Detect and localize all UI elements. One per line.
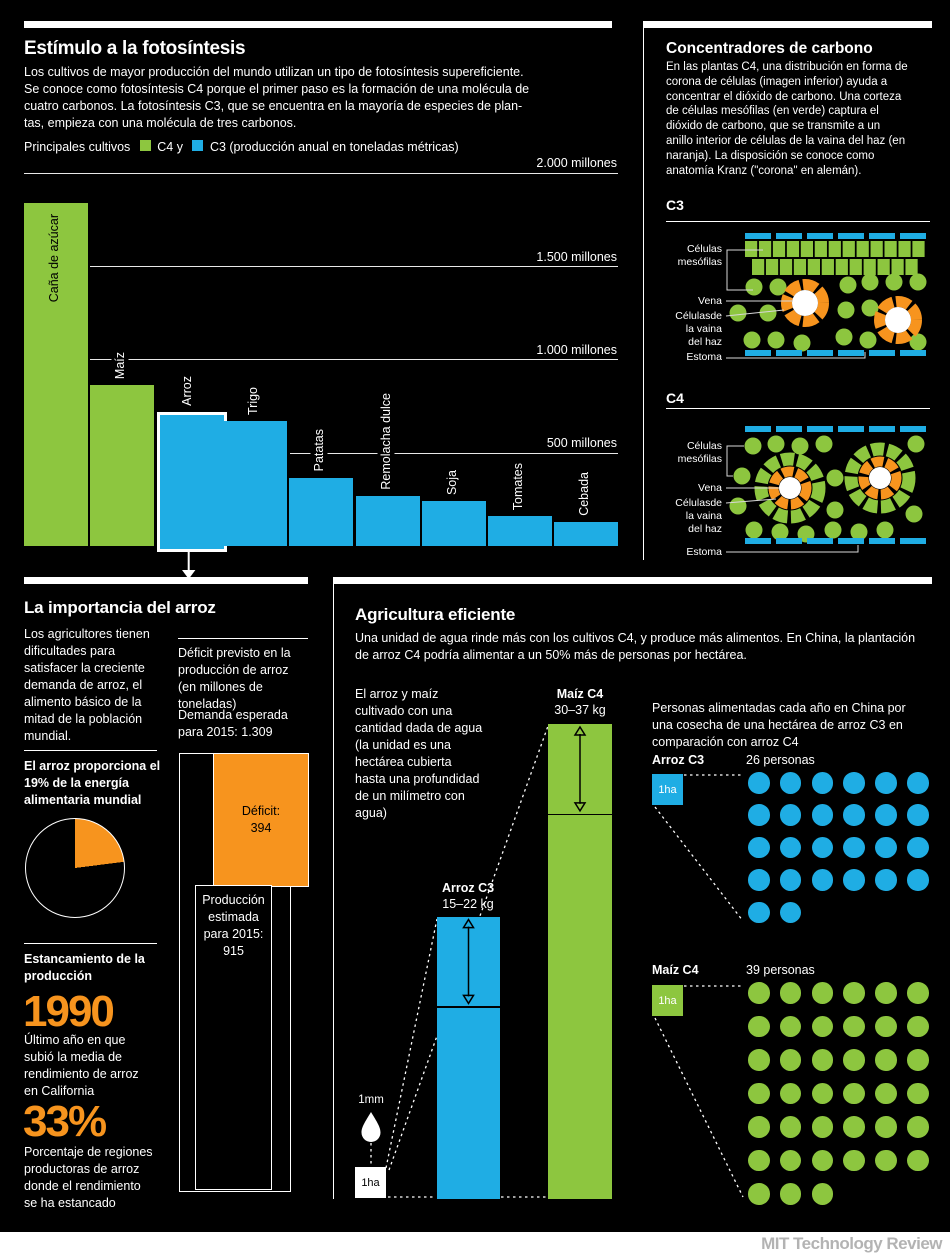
- panel4-top-bar: [333, 577, 932, 584]
- panel1-title: Estímulo a la fotosíntesis: [24, 38, 246, 59]
- panel1-top-bar: [24, 21, 612, 28]
- c4-label-mesophyll: Células mesófilas: [677, 440, 722, 465]
- maiz-bar-range: 30–37 kg: [554, 703, 606, 717]
- stat-33pct-desc: Porcentaje de regiones productoras de ar…: [24, 1145, 153, 1210]
- water-ha-box: 1ha: [355, 1167, 386, 1198]
- panel2-top-bar: [643, 21, 932, 28]
- people-c4-label: Maíz C4: [652, 963, 699, 977]
- arroz-bar-range: 15–22 kg: [442, 897, 494, 911]
- panel1-body: Los cultivos de mayor producción del mun…: [24, 65, 530, 130]
- panel4-title: Agricultura eficiente: [355, 605, 516, 624]
- c3-label-stoma: Estoma: [686, 351, 722, 363]
- brand-footer: MIT Technology Review: [0, 1232, 950, 1255]
- legend-c3-label: C3 (producción anual en toneladas métric…: [209, 140, 459, 154]
- c4-rule: [666, 408, 930, 409]
- c4-label-stoma: Estoma: [686, 546, 722, 558]
- panel2-body: En las plantas C4, una distribución en f…: [666, 61, 908, 177]
- stat-1990-desc: Último año en que subió la media de rend…: [24, 1033, 139, 1098]
- panel4-left-border: [333, 584, 334, 1199]
- rice-energy-pie: [25, 818, 125, 918]
- c3-rule: [666, 221, 930, 222]
- legend-c3-swatch: [192, 140, 204, 151]
- arroz-bar-label: Arroz C3: [441, 881, 495, 895]
- stagnation-rule: [24, 943, 157, 944]
- c4-label-bundle-sheath: Célulasde la vaina del haz: [675, 497, 722, 535]
- c3-heading: C3: [666, 197, 684, 213]
- people-c3-ha-box: 1ha: [652, 774, 683, 805]
- deficit-rule: [178, 638, 308, 639]
- energy-heading: El arroz proporciona el 19% de la energí…: [24, 759, 161, 807]
- people-note: Personas alimentadas cada año en China p…: [652, 701, 906, 749]
- c4-cell-diagram: [725, 426, 926, 553]
- stat-1990: 1990: [23, 987, 115, 1036]
- stat-33pct: 33%: [23, 1097, 107, 1146]
- panel3-body: Los agricultores tienen dificultades par…: [24, 627, 150, 743]
- energy-rule: [24, 750, 157, 751]
- mm-label: 1mm: [358, 1094, 384, 1106]
- panel3-title: La importancia del arroz: [24, 598, 216, 617]
- people-c3-label: Arroz C3: [652, 753, 705, 767]
- deficit-note: Déficit previsto en la producción de arr…: [178, 646, 291, 711]
- legend-prefix: Principales cultivos: [24, 140, 131, 154]
- c3-cell-diagram: [725, 233, 927, 359]
- chart-legend: Principales cultivos C4 y C3 (producción…: [24, 139, 459, 156]
- c3-label-mesophyll: Células mesófilas: [677, 243, 722, 268]
- people-c3-count: 26 personas: [746, 753, 815, 767]
- c3-label-bundle-sheath: Célulasde la vaina del haz: [675, 310, 722, 348]
- people-c4-count: 39 personas: [746, 963, 815, 977]
- c4-heading: C4: [666, 390, 684, 406]
- panel4-body: Una unidad de agua rinde más con los cul…: [355, 631, 916, 662]
- c3-label-vein: Vena: [698, 295, 722, 307]
- maiz-bar-label: Maíz C4: [556, 687, 604, 701]
- panel3-top-bar: [24, 577, 308, 584]
- c4-label-vein: Vena: [698, 482, 722, 494]
- stagnation-heading: Estancamiento de la producción: [24, 952, 145, 983]
- water-note: El arroz y maíz cultivado con una cantid…: [355, 687, 483, 820]
- panel2-title: Concentradores de carbono: [666, 40, 873, 57]
- people-c4-ha-box: 1ha: [652, 985, 683, 1016]
- legend-c4-label: C4 y: [157, 140, 183, 154]
- legend-c4-swatch: [139, 140, 151, 151]
- demand-label: Demanda esperada para 2015: 1.309: [178, 708, 288, 739]
- panel2-left-border: [643, 21, 644, 560]
